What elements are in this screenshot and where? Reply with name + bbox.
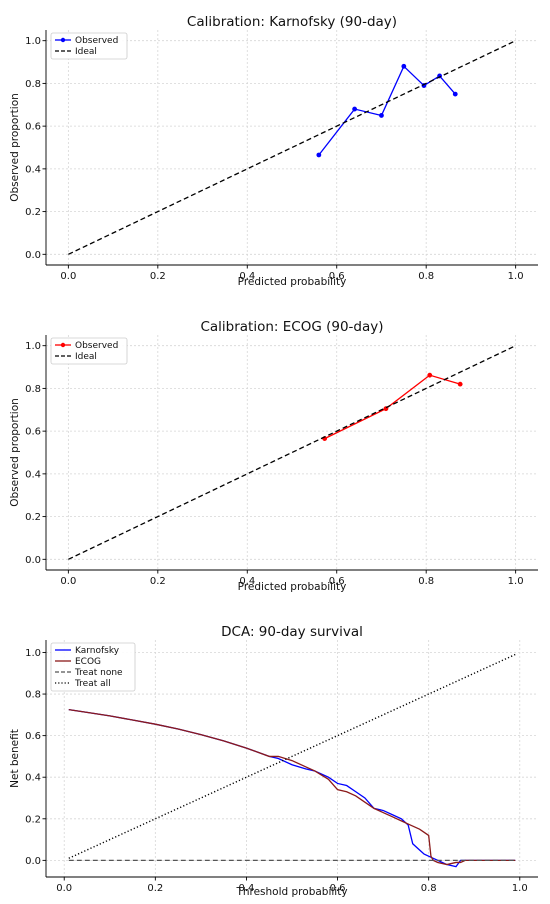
x-tick-label: 0.0	[60, 576, 76, 587]
y-tick-label: 0.4	[25, 164, 41, 175]
data-point	[457, 381, 463, 387]
legend-marker	[60, 37, 66, 43]
x-tick-label: 1.0	[512, 883, 528, 894]
x-tick-label: 0.0	[60, 271, 76, 282]
y-tick-label: 0.8	[25, 384, 41, 395]
x-tick-label: 0.6	[330, 883, 346, 894]
series-line-ecog	[68, 708, 516, 866]
x-tick-label: 0.6	[329, 271, 345, 282]
series-line-ideal	[68, 345, 516, 560]
x-tick-label: 0.2	[150, 576, 166, 587]
series-line-observed	[318, 65, 456, 156]
data-point	[352, 106, 358, 112]
legend-label: Treat all	[74, 679, 111, 689]
x-tick-label: 0.0	[56, 883, 72, 894]
y-tick-label: 0.4	[25, 469, 41, 480]
legend-label: Ideal	[75, 352, 97, 362]
y-tick-label: 0.2	[25, 207, 41, 218]
y-tick-label: 0.2	[25, 814, 41, 825]
y-tick-label: 1.0	[25, 36, 41, 47]
chart-1: 0.0 0.2 0.4 0.6 0.8 1.0 0.0 0.2 0.4 0.6 0.8 1.0 Cali…	[9, 14, 538, 288]
data-point	[427, 372, 433, 378]
x-tick-label: 0.8	[418, 576, 434, 587]
y-tick-label: 0.0	[25, 250, 41, 261]
x-axis-label: Threshold probability	[235, 886, 347, 898]
series-line-karnofsky	[68, 708, 516, 868]
series-line-observed	[324, 374, 461, 440]
data-point	[452, 91, 458, 97]
x-tick-label: 1.0	[508, 576, 524, 587]
y-tick-label: 0.6	[25, 122, 41, 133]
chart-title: Calibration: ECOG (90-day)	[200, 319, 383, 335]
y-axis-label: Net benefit	[9, 729, 21, 788]
y-tick-label: 0.8	[25, 79, 41, 90]
y-tick-label: 0.0	[25, 555, 41, 566]
x-tick-label: 1.0	[508, 271, 524, 282]
y-axis-label: Observed proportion	[9, 93, 21, 202]
legend-box	[50, 642, 136, 692]
x-tick-label: 0.2	[150, 271, 166, 282]
legend-label: Observed	[75, 341, 118, 351]
x-axis-label: Predicted probability	[238, 276, 347, 288]
x-tick-label: 0.2	[147, 883, 163, 894]
y-tick-label: 0.6	[25, 731, 41, 742]
chart-title: DCA: 90-day survival	[221, 624, 363, 640]
x-tick-label: 0.4	[239, 576, 255, 587]
chart-2: 0.0 0.2 0.4 0.6 0.8 1.0 0.0 0.2 0.4 0.6 0.8 1.0 Cali…	[9, 319, 538, 593]
y-tick-label: 1.0	[25, 341, 41, 352]
chart-title: Calibration: Karnofsky (90-day)	[187, 14, 397, 30]
legend-label: Treat none	[74, 668, 123, 678]
x-tick-label: 0.8	[421, 883, 437, 894]
y-tick-label: 0.0	[25, 856, 41, 867]
legend-marker	[60, 342, 66, 348]
y-tick-label: 0.2	[25, 512, 41, 523]
data-point	[379, 113, 384, 118]
legend-label: ECOG	[75, 657, 101, 667]
chart-3: 0.0 0.2 0.4 0.6 0.8 1.0 0.0 0.2 0.4 0.6 0.8 1.0 DCA:…	[9, 624, 538, 898]
y-tick-label: 0.6	[25, 427, 41, 438]
x-tick-label: 0.8	[418, 271, 434, 282]
series-line-treat-all	[68, 653, 516, 859]
data-point	[401, 63, 407, 69]
x-tick-label: 0.4	[238, 883, 254, 894]
x-tick-label: 0.6	[329, 576, 345, 587]
legend-label: Observed	[75, 36, 118, 46]
x-tick-label: 0.4	[239, 271, 255, 282]
y-tick-label: 1.0	[25, 648, 41, 659]
y-axis-label: Observed proportion	[9, 398, 21, 507]
x-axis-label: Predicted probability	[238, 581, 347, 593]
data-point	[316, 152, 322, 158]
legend-label: Ideal	[75, 47, 97, 57]
series-line-ideal	[68, 40, 516, 255]
y-tick-label: 0.4	[25, 773, 41, 784]
y-tick-label: 0.8	[25, 690, 41, 701]
legend-label: Karnofsky	[75, 646, 120, 656]
